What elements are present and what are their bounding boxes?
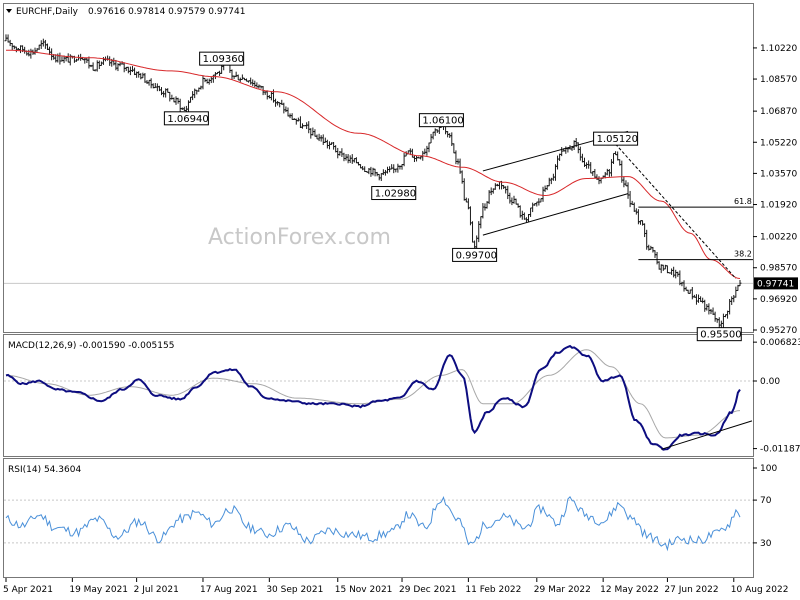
price-ytick-label: 1.08570 <box>760 75 797 85</box>
fib-level-label: 38.2 <box>734 250 752 259</box>
macd-panel-frame <box>3 334 754 457</box>
x-tick-label: 15 Nov 2021 <box>335 585 393 595</box>
macd-layer <box>4 344 753 451</box>
ohlc-label: 0.97616 0.97814 0.97579 0.97741 <box>88 7 245 17</box>
channel-line <box>482 193 629 236</box>
last-price-box <box>754 277 798 290</box>
price-ytick-label: 0.95270 <box>760 326 797 336</box>
x-tick-label: 5 Apr 2021 <box>3 585 53 595</box>
price-annotation-box <box>163 111 209 126</box>
price-ytick-label: 1.05220 <box>760 138 797 148</box>
price-ytick-label: 1.10220 <box>760 44 797 54</box>
x-tick-label: 29 Mar 2022 <box>534 585 591 595</box>
fib-level-label: 61.8 <box>734 197 752 206</box>
x-tick-label: 29 Dec 2021 <box>399 585 457 595</box>
macd-label: MACD(12,26,9) -0.001590 -0.005155 <box>8 341 174 351</box>
watermark: ActionForex.com <box>208 225 391 250</box>
x-tick-label: 2 Jul 2021 <box>134 585 179 595</box>
macd-ytick-label: 0.00 <box>760 377 780 387</box>
macd-ytick-label: -0.011874 <box>760 445 800 455</box>
rsi-ytick-label: 70 <box>760 496 772 506</box>
x-tick-label: 10 Aug 2022 <box>731 585 789 595</box>
macd-line <box>5 344 741 451</box>
x-tick-label: 11 Feb 2022 <box>465 585 521 595</box>
x-tick-label: 30 Sep 2021 <box>266 585 323 595</box>
price-annotation-label: 1.02980 <box>375 189 416 200</box>
dashed-trend-line <box>615 143 737 279</box>
price-header: EURCHF,Daily 0.97616 0.97814 0.97579 0.9… <box>16 7 245 17</box>
price-annotation-label: 1.09360 <box>203 54 244 65</box>
price-ytick-label: 0.98570 <box>760 264 797 274</box>
x-tick-label: 12 May 2022 <box>600 585 659 595</box>
macd-ytick-label: 0.006823 <box>760 338 800 348</box>
x-tick-label: 17 Aug 2021 <box>200 585 258 595</box>
symbol-label: EURCHF,Daily <box>16 7 79 17</box>
x-tick-label: 19 May 2021 <box>69 585 128 595</box>
price-ytick-label: 1.01920 <box>760 201 797 211</box>
price-annotation-box <box>371 186 417 201</box>
x-tick-label: 27 Jun 2022 <box>664 585 718 595</box>
macd-signal-line <box>6 349 741 439</box>
price-ytick-label: 0.96920 <box>760 295 797 305</box>
price-annotation-box <box>199 51 245 66</box>
price-annotation-label: 0.95500 <box>700 330 741 341</box>
price-annotation-box <box>418 113 464 128</box>
price-ytick-label: 1.00220 <box>760 233 797 243</box>
macd-trendline <box>661 420 753 450</box>
price-annotation-box <box>696 327 742 342</box>
moving-average-line <box>6 49 741 279</box>
rsi-panel-frame <box>3 458 754 578</box>
price-annotation-label: 1.06940 <box>167 114 208 125</box>
rsi-line <box>5 495 741 552</box>
collapse-arrow-icon[interactable] <box>6 9 12 13</box>
price-bars <box>4 34 742 330</box>
price-layer: 61.8 38.2 1.09360 1.06940 1.06100 1.02980 0.99… <box>4 34 753 342</box>
last-price-label: 0.97741 <box>757 279 794 289</box>
price-ytick-label: 1.03570 <box>760 169 797 179</box>
rsi-ytick-label: 100 <box>760 464 777 474</box>
rsi-layer <box>4 495 753 552</box>
axis-layer: 1.10220 1.08570 1.06870 1.05220 1.03570 1.019… <box>3 44 800 595</box>
rsi-ytick-label: 30 <box>760 539 772 549</box>
price-annotation-box <box>452 247 498 262</box>
price-annotation-label: 1.05120 <box>597 134 638 145</box>
price-panel-frame <box>3 3 754 333</box>
price-ytick-label: 1.06870 <box>760 107 797 117</box>
price-annotation-box <box>593 131 639 146</box>
rsi-label: RSI(14) 54.3604 <box>8 465 81 475</box>
price-annotation-label: 0.99700 <box>456 250 497 261</box>
price-annotation-label: 1.06100 <box>422 116 463 127</box>
